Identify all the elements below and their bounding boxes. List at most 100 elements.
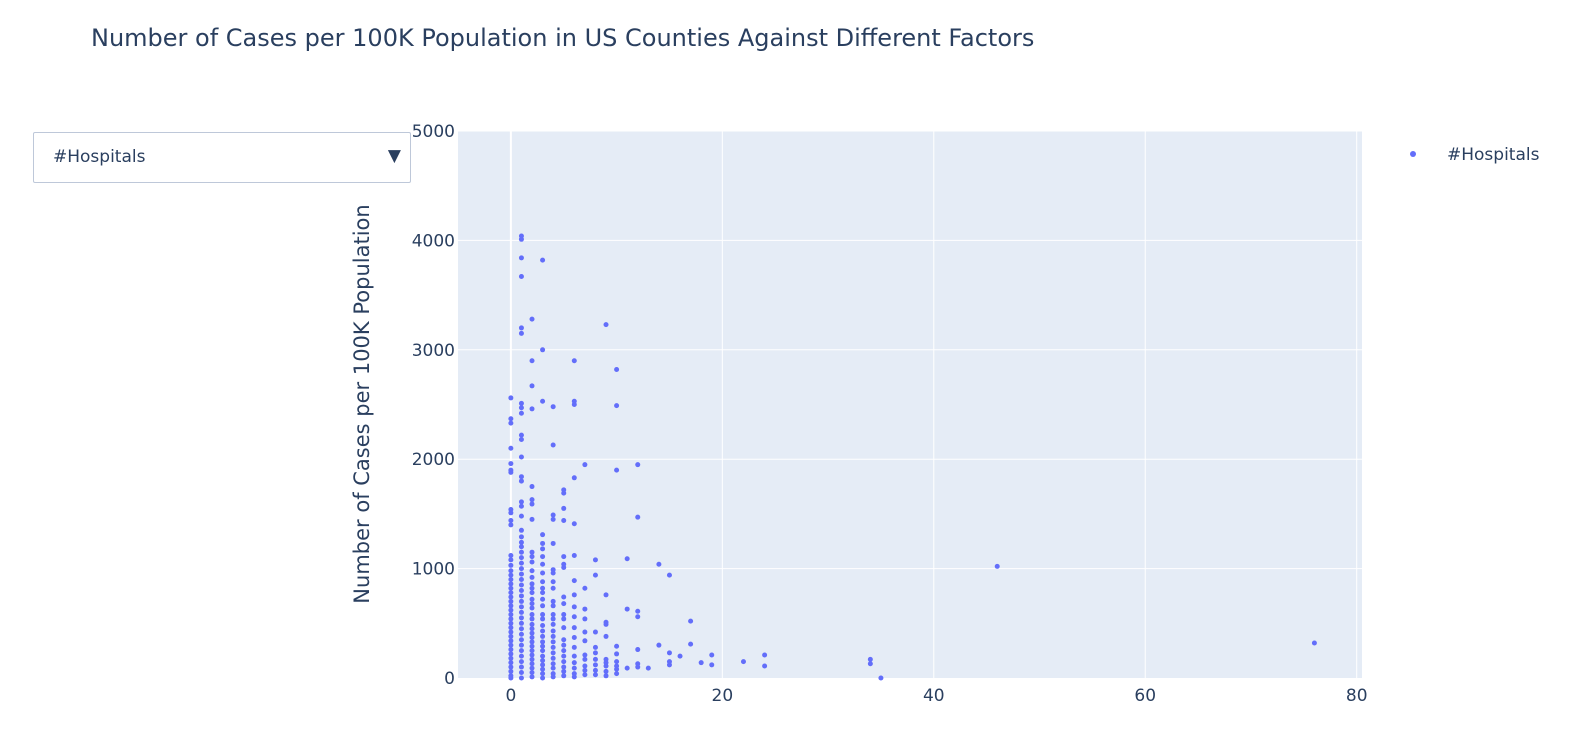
data-point[interactable] (529, 670, 535, 676)
data-point[interactable] (518, 513, 524, 519)
data-point[interactable] (529, 635, 535, 641)
data-point[interactable] (624, 556, 630, 562)
data-point[interactable] (518, 432, 524, 438)
data-point[interactable] (571, 592, 577, 598)
data-point[interactable] (508, 585, 514, 591)
data-point[interactable] (508, 594, 514, 600)
data-point[interactable] (540, 570, 546, 576)
data-point[interactable] (561, 653, 567, 659)
data-point[interactable] (540, 554, 546, 560)
data-point[interactable] (529, 501, 535, 507)
data-point[interactable] (571, 521, 577, 527)
data-point[interactable] (508, 620, 514, 626)
data-point[interactable] (508, 664, 514, 670)
data-point[interactable] (561, 505, 567, 511)
data-point[interactable] (635, 664, 641, 670)
data-point[interactable] (645, 665, 651, 671)
data-point[interactable] (666, 662, 672, 668)
data-point[interactable] (561, 601, 567, 607)
data-point[interactable] (592, 656, 598, 662)
data-point[interactable] (603, 633, 609, 639)
data-point[interactable] (550, 674, 556, 680)
data-point[interactable] (508, 675, 514, 681)
data-point[interactable] (529, 643, 535, 649)
data-point[interactable] (529, 574, 535, 580)
data-point[interactable] (540, 622, 546, 628)
data-point[interactable] (508, 395, 514, 401)
data-point[interactable] (508, 469, 514, 475)
data-point[interactable] (529, 652, 535, 658)
data-point[interactable] (518, 604, 524, 610)
data-point[interactable] (518, 527, 524, 533)
data-point[interactable] (529, 605, 535, 611)
data-point[interactable] (508, 445, 514, 451)
data-point[interactable] (508, 552, 514, 558)
data-point[interactable] (508, 647, 514, 653)
data-point[interactable] (529, 581, 535, 587)
data-point[interactable] (582, 672, 588, 678)
data-point[interactable] (614, 671, 620, 677)
data-point[interactable] (666, 650, 672, 656)
data-point[interactable] (540, 257, 546, 263)
data-point[interactable] (571, 402, 577, 407)
data-point[interactable] (518, 637, 524, 643)
data-point[interactable] (698, 660, 704, 666)
data-point[interactable] (571, 604, 577, 610)
data-point[interactable] (508, 562, 514, 568)
data-point[interactable] (518, 478, 524, 484)
data-point[interactable] (540, 639, 546, 645)
data-point[interactable] (518, 474, 524, 480)
data-point[interactable] (508, 557, 514, 563)
data-point[interactable] (571, 358, 577, 364)
data-point[interactable] (603, 592, 609, 598)
data-point[interactable] (518, 255, 524, 261)
data-point[interactable] (550, 512, 556, 518)
data-point[interactable] (709, 652, 715, 658)
data-point[interactable] (688, 641, 694, 647)
data-point[interactable] (550, 603, 556, 609)
data-point[interactable] (518, 659, 524, 665)
data-point[interactable] (540, 628, 546, 634)
data-point[interactable] (529, 616, 535, 622)
data-point[interactable] (508, 651, 514, 657)
data-point[interactable] (529, 516, 535, 522)
data-point[interactable] (582, 616, 588, 622)
data-point[interactable] (561, 517, 567, 523)
data-point[interactable] (518, 609, 524, 615)
data-point[interactable] (518, 642, 524, 648)
data-point[interactable] (518, 571, 524, 577)
data-point[interactable] (540, 648, 546, 654)
data-point[interactable] (550, 516, 556, 522)
data-point[interactable] (529, 661, 535, 667)
data-point[interactable] (561, 594, 567, 600)
data-point[interactable] (550, 621, 556, 627)
data-point[interactable] (550, 442, 556, 448)
data-point[interactable] (603, 673, 609, 679)
data-point[interactable] (603, 621, 609, 627)
data-point[interactable] (550, 655, 556, 661)
data-point[interactable] (518, 330, 524, 336)
data-point[interactable] (571, 674, 577, 680)
data-point[interactable] (592, 662, 598, 668)
data-point[interactable] (529, 621, 535, 627)
data-point[interactable] (656, 561, 662, 567)
data-point[interactable] (529, 590, 535, 596)
data-point[interactable] (529, 639, 535, 645)
data-point[interactable] (540, 657, 546, 663)
data-point[interactable] (540, 347, 546, 353)
data-point[interactable] (571, 625, 577, 631)
data-point[interactable] (508, 577, 514, 583)
data-point[interactable] (518, 560, 524, 566)
data-point[interactable] (529, 358, 535, 364)
data-point[interactable] (540, 675, 546, 681)
data-point[interactable] (508, 655, 514, 661)
data-point[interactable] (518, 566, 524, 572)
data-point[interactable] (529, 626, 535, 632)
data-point[interactable] (550, 579, 556, 585)
data-point[interactable] (508, 416, 514, 422)
data-point[interactable] (518, 598, 524, 604)
data-point[interactable] (518, 670, 524, 676)
data-point[interactable] (550, 639, 556, 645)
data-point[interactable] (518, 503, 524, 509)
data-point[interactable] (592, 557, 598, 563)
